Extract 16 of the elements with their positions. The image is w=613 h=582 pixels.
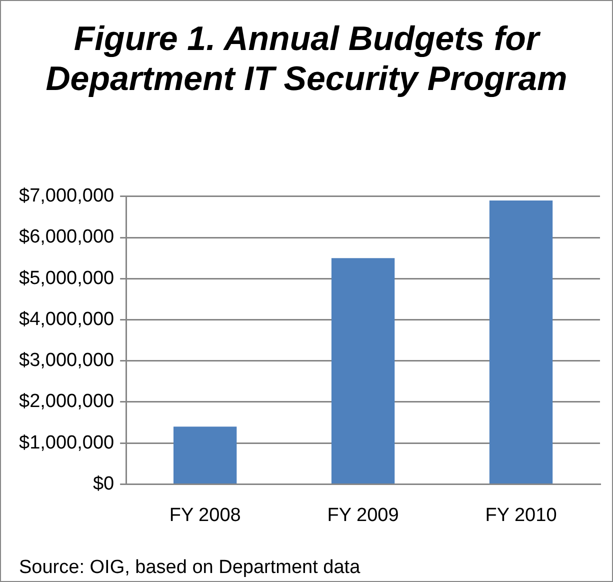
x-tick-label: FY 2008 bbox=[169, 504, 241, 526]
y-tick-label: $0 bbox=[92, 473, 114, 494]
bar bbox=[173, 426, 237, 484]
x-tick-label: FY 2010 bbox=[485, 504, 557, 526]
chart-title: Figure 1. Annual Budgets for Department IT Security Program bbox=[44, 19, 568, 99]
x-tick-label: FY 2009 bbox=[327, 504, 399, 526]
y-tick-label: $5,000,000 bbox=[19, 268, 114, 289]
y-tick-label: $3,000,000 bbox=[19, 350, 114, 372]
source-note: Source: OIG, based on Department data bbox=[19, 557, 360, 579]
y-tick-label: $1,000,000 bbox=[19, 432, 114, 454]
y-tick-label: $2,000,000 bbox=[19, 391, 114, 412]
y-tick-label: $4,000,000 bbox=[19, 308, 114, 330]
bar bbox=[489, 200, 553, 484]
bar bbox=[331, 258, 395, 484]
y-tick-label: $6,000,000 bbox=[19, 226, 114, 248]
y-tick-label: $7,000,000 bbox=[19, 186, 114, 207]
